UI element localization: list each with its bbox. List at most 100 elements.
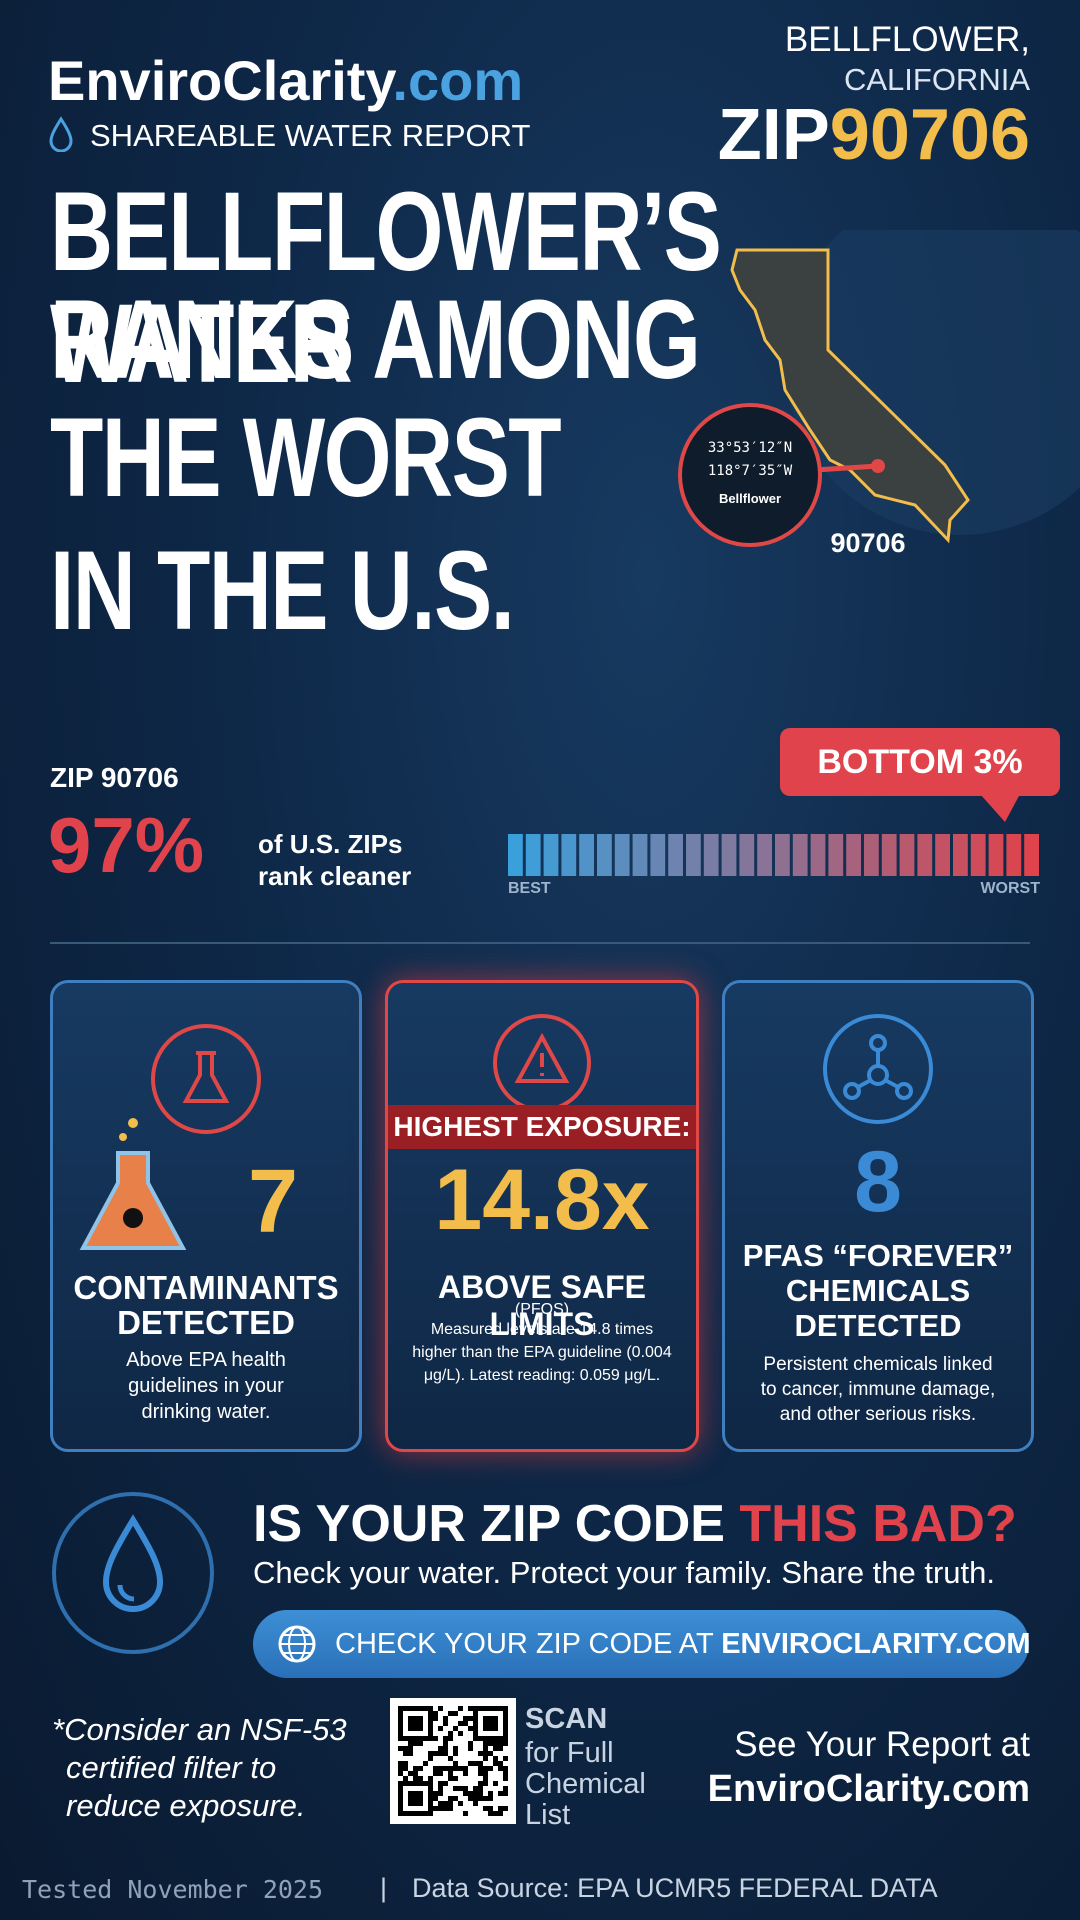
bar-segment [543, 834, 559, 876]
bar-segment [935, 834, 950, 876]
badge-text: BOTTOM 3% [817, 743, 1022, 781]
qr-cell [478, 1796, 483, 1801]
qr-finder [408, 1716, 423, 1731]
qr-cell [403, 1761, 408, 1766]
qr-cell [458, 1766, 463, 1771]
qr-cell [453, 1751, 458, 1756]
qr-cell [478, 1781, 483, 1786]
card-desc: higher than the EPA guideline (0.004 [412, 1344, 672, 1361]
qr-cell [418, 1776, 423, 1781]
qr-cell [413, 1771, 418, 1776]
qr-cell [503, 1786, 508, 1791]
qr-cell [468, 1796, 473, 1801]
card-value: 7 [248, 1152, 299, 1252]
qr-cell [443, 1801, 448, 1806]
qr-cell [498, 1746, 503, 1751]
qr-cell [468, 1746, 473, 1751]
city: BELLFLOWER, [784, 20, 1030, 59]
bar-segment [668, 834, 683, 876]
card-title: DETECTED [794, 1308, 962, 1343]
qr-cell [468, 1761, 473, 1766]
card-title: DETECTED [117, 1304, 295, 1341]
qr-cell [458, 1721, 463, 1726]
qr-cell [423, 1761, 428, 1766]
rank-text: of U.S. ZIPs [258, 829, 403, 859]
divider [50, 942, 1030, 944]
qr-cell [433, 1716, 438, 1721]
qr-cell [433, 1796, 438, 1801]
qr-cell [483, 1766, 488, 1771]
tested: Tested November 2025 [22, 1875, 324, 1904]
qr-cell [458, 1731, 463, 1736]
qr-cell [468, 1741, 473, 1746]
qr-cell [463, 1811, 468, 1816]
qr-cell [408, 1751, 413, 1756]
qr-cell [483, 1776, 488, 1781]
zip-number: 90706 [829, 95, 1030, 175]
qr-cell [503, 1806, 508, 1811]
qr-cell [443, 1741, 448, 1746]
bar-segment [1006, 834, 1022, 876]
bar-segment [864, 834, 879, 876]
qr-cell [483, 1806, 488, 1811]
qr-cell [438, 1706, 443, 1711]
longitude: 118°7′35″W [708, 463, 793, 479]
qr-cell [463, 1791, 468, 1796]
place: Bellflower [719, 491, 781, 506]
qr-cell [428, 1751, 433, 1756]
cta-title: IS YOUR ZIP CODE THIS BAD? [253, 1494, 1017, 1554]
card-title: CONTAMINANTS [73, 1269, 339, 1306]
qr-finder [483, 1716, 498, 1731]
qr-cell [408, 1771, 413, 1776]
banner [388, 1105, 696, 1149]
qr-cell [438, 1806, 443, 1811]
headline-line: BELLFLOWER’S WATER [50, 169, 722, 406]
qr-cell [468, 1716, 473, 1721]
note: *Consider an NSF-53 [52, 1712, 347, 1747]
qr-cell [403, 1766, 408, 1771]
qr-cell [443, 1736, 448, 1741]
qr-cell [478, 1751, 483, 1756]
qr-cell [473, 1761, 478, 1766]
card-desc: μg/L). Latest reading: 0.059 μg/L. [423, 1367, 661, 1384]
qr-cell [503, 1766, 508, 1771]
qr-cell [463, 1766, 468, 1771]
qr-cell [488, 1741, 493, 1746]
qr-cell [498, 1806, 503, 1811]
latitude: 33°53′12″N [708, 440, 792, 456]
map: 33°53′12″N 118°7′35″W Bellflower 90706 [678, 230, 1080, 558]
qr-cell [498, 1791, 503, 1796]
card: HIGHEST EXPOSURE: 14.8x ABOVE SAFE LIMIT… [385, 980, 699, 1452]
qr-cell [448, 1766, 453, 1771]
qr-cell [438, 1771, 443, 1776]
drop-icon [49, 116, 73, 152]
qr-cell [468, 1706, 473, 1711]
qr-cell [493, 1756, 498, 1761]
qr-cell [438, 1766, 443, 1771]
qr-cell [448, 1731, 453, 1736]
qr-cell [478, 1766, 483, 1771]
qr-cell [398, 1761, 403, 1766]
bar-segment [703, 834, 719, 876]
flask-icon [151, 1024, 261, 1134]
scan-text: List [525, 1799, 571, 1831]
qr-cell [498, 1741, 503, 1746]
drop-circle [52, 1492, 214, 1654]
qr-cell [453, 1776, 458, 1781]
cta-button[interactable]: CHECK YOUR ZIP CODE AT ENVIROCLARITY.COM [253, 1610, 1031, 1678]
bar-segment [970, 834, 986, 876]
bar-segment [614, 834, 630, 876]
bar-segment [597, 834, 612, 876]
site: EnviroClarity.com [707, 1768, 1030, 1810]
bar-segment [525, 834, 541, 876]
qr-cell [398, 1746, 403, 1751]
qr-cell [503, 1776, 508, 1781]
qr-cell [473, 1796, 478, 1801]
qr-cell [438, 1781, 443, 1786]
qr-cell [478, 1771, 483, 1776]
qr-cell [433, 1711, 438, 1716]
bar-segment [917, 834, 933, 876]
qr-code [390, 1698, 516, 1824]
rank-text: rank cleaner [258, 861, 412, 891]
